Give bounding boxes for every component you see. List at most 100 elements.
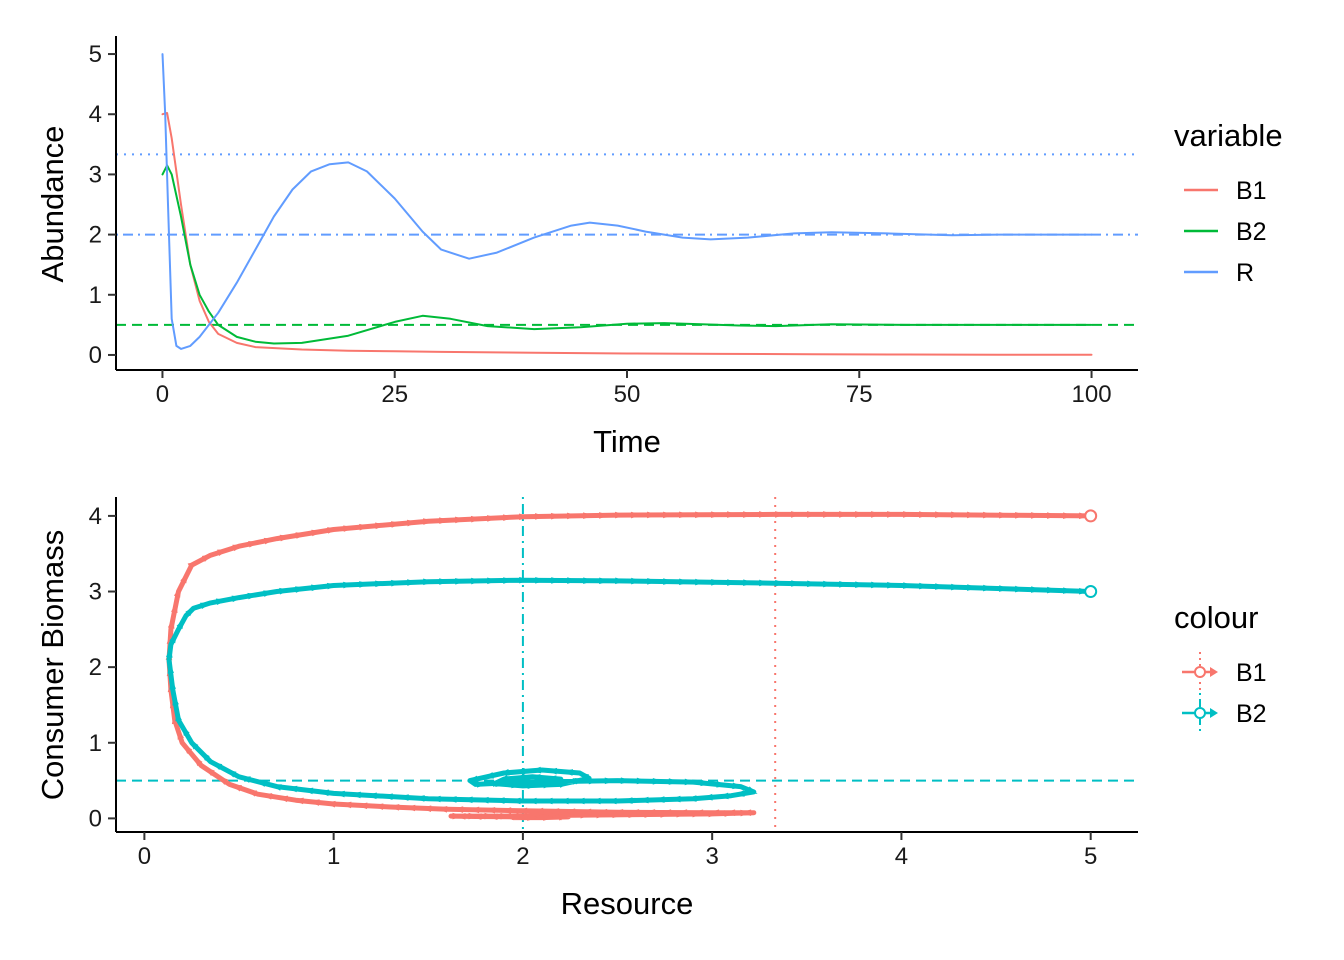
- x-tick-label: 5: [1084, 843, 1097, 870]
- direction-arrow-b1: [580, 808, 592, 816]
- direction-arrow-b2: [498, 774, 510, 782]
- direction-arrow-b2: [527, 782, 539, 790]
- direction-arrow-b2: [270, 784, 282, 791]
- y-tick-label: 2: [89, 222, 102, 249]
- direction-arrow-b2: [807, 580, 818, 588]
- direction-arrow-b2: [743, 579, 754, 587]
- direction-arrow-b1: [436, 805, 448, 813]
- direction-arrow-b1: [839, 511, 850, 518]
- direction-arrow-b1: [599, 512, 610, 519]
- direction-arrow-b2: [567, 577, 578, 584]
- direction-arrow-b1: [516, 812, 528, 820]
- direction-arrow-b1: [543, 814, 554, 821]
- direction-arrow-b1: [1047, 512, 1058, 519]
- x-tick-label: 0: [138, 843, 151, 870]
- legend-label-b1: B1: [1236, 659, 1267, 687]
- direction-arrow-b2: [172, 694, 179, 706]
- direction-arrow-b2: [919, 582, 930, 590]
- direction-arrow-b1: [471, 515, 482, 523]
- direction-arrow-b1: [439, 517, 450, 524]
- direction-arrow-b1: [486, 813, 498, 820]
- direction-arrow-b2: [185, 606, 196, 617]
- x-tick-label: 3: [705, 843, 718, 870]
- direction-arrow-b1: [743, 511, 754, 518]
- legend-key-b1: [1182, 652, 1218, 692]
- y-tick-label: 0: [89, 342, 102, 369]
- direction-arrow-b1: [423, 518, 434, 525]
- direction-arrow-b1: [502, 514, 514, 521]
- direction-arrow-b2: [200, 602, 212, 610]
- direction-arrow-b2: [255, 780, 267, 787]
- direction-arrow-b1: [724, 810, 736, 817]
- direction-arrow-b2: [169, 632, 177, 644]
- direction-arrow-b1: [663, 511, 674, 519]
- direction-arrow-b2: [413, 795, 425, 802]
- direction-arrow-b1: [388, 804, 400, 811]
- direction-arrow-b2: [733, 790, 745, 797]
- direction-arrow-b1: [187, 561, 199, 570]
- direction-arrow-b1: [612, 811, 624, 819]
- direction-arrow-b2: [716, 781, 728, 788]
- direction-arrow-b1: [420, 805, 432, 812]
- direction-arrow-b1: [261, 793, 273, 800]
- direction-arrow-b1: [486, 515, 498, 522]
- legend-label-r: R: [1236, 259, 1254, 287]
- direction-arrow-b2: [855, 581, 866, 588]
- direction-arrow-b1: [201, 554, 213, 562]
- x-tick-label: 75: [846, 381, 873, 408]
- direction-arrow-b2: [588, 777, 600, 785]
- direction-arrow-b1: [679, 511, 690, 519]
- direction-arrow-b2: [487, 577, 498, 585]
- direction-arrow-b1: [292, 797, 304, 805]
- x-tick-label: 100: [1072, 381, 1112, 408]
- direction-arrow-b2: [562, 769, 573, 776]
- direction-arrow-b1: [308, 799, 320, 806]
- direction-arrow-b1: [596, 808, 608, 816]
- direction-arrow-b2: [589, 797, 601, 805]
- direction-arrow-b2: [295, 586, 307, 593]
- direction-arrow-b2: [636, 777, 648, 785]
- abundance-legend-title: variable: [1174, 118, 1283, 153]
- direction-arrow-b2: [652, 777, 664, 785]
- direction-arrow-b2: [529, 774, 541, 781]
- direction-arrow-b1: [887, 511, 898, 518]
- direction-arrow-b2: [524, 778, 536, 786]
- phase-legend: colour B1 B2: [1174, 600, 1267, 733]
- direction-arrow-b1: [740, 809, 752, 817]
- legend-label-b2: B2: [1236, 700, 1267, 728]
- direction-arrow-b1: [871, 511, 882, 518]
- direction-arrow-b2: [669, 795, 681, 803]
- direction-arrow-b2: [631, 577, 642, 585]
- direction-arrow-b2: [225, 769, 237, 778]
- direction-arrow-b2: [350, 791, 361, 799]
- abundance-y-axis-title: Abundance: [35, 126, 70, 283]
- direction-arrow-b2: [359, 581, 370, 588]
- direction-arrow-b2: [647, 578, 658, 585]
- direction-arrow-b2: [679, 578, 690, 586]
- direction-arrow-b2: [604, 777, 616, 785]
- x-tick-label: 2: [516, 843, 529, 870]
- direction-arrow-b1: [484, 806, 496, 814]
- y-tick-label: 5: [89, 41, 102, 68]
- direction-arrow-b1: [230, 784, 242, 792]
- direction-arrow-b2: [983, 584, 994, 592]
- direction-arrow-b2: [775, 579, 786, 587]
- abundance-time-panel: 0 25 50 75 100 0 1 2 3 4 5 Time Abundance variable…: [35, 36, 1283, 459]
- direction-arrow-b2: [423, 578, 434, 586]
- direction-arrow-b1: [407, 519, 418, 527]
- direction-arrow-b2: [334, 790, 345, 798]
- direction-arrow-b2: [550, 779, 562, 786]
- direction-arrow-b1: [1063, 512, 1074, 519]
- y-tick-label: 2: [89, 654, 102, 681]
- direction-arrow-b2: [578, 772, 590, 781]
- series-line-b2: [161, 164, 1093, 345]
- direction-arrow-b1: [628, 811, 640, 818]
- direction-arrow-b1: [564, 808, 576, 815]
- direction-arrow-b2: [1031, 586, 1042, 593]
- direction-arrow-b1: [967, 511, 978, 519]
- series-line-r: [161, 53, 1093, 350]
- phase-plot-area: [116, 497, 1138, 832]
- series-line-b1: [161, 112, 1093, 356]
- direction-arrow-b2: [663, 578, 674, 585]
